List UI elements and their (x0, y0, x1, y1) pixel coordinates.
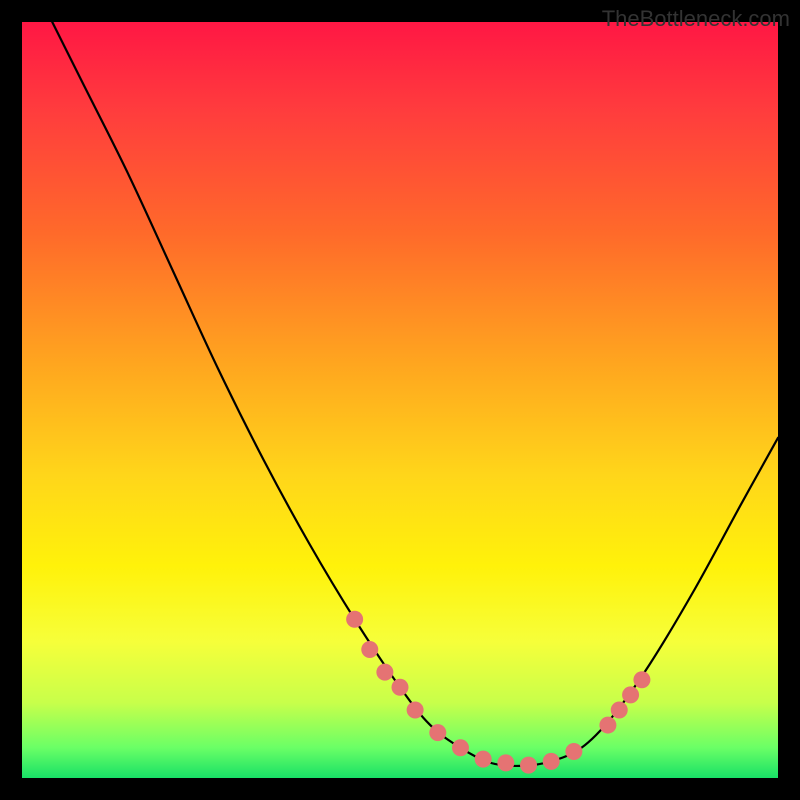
data-marker (475, 751, 492, 768)
data-marker (376, 664, 393, 681)
bottleneck-chart-svg (0, 0, 800, 800)
data-marker (565, 743, 582, 760)
data-marker (497, 754, 514, 771)
plot-area (22, 22, 778, 778)
data-marker (520, 757, 537, 774)
data-marker (361, 641, 378, 658)
watermark-label: TheBottleneck.com (602, 6, 790, 32)
data-marker (407, 701, 424, 718)
data-marker (429, 724, 446, 741)
chart-container: TheBottleneck.com (0, 0, 800, 800)
data-marker (599, 717, 616, 734)
data-marker (452, 739, 469, 756)
data-marker (611, 701, 628, 718)
data-marker (346, 611, 363, 628)
data-marker (543, 753, 560, 770)
data-marker (633, 671, 650, 688)
data-marker (622, 686, 639, 703)
data-marker (392, 679, 409, 696)
